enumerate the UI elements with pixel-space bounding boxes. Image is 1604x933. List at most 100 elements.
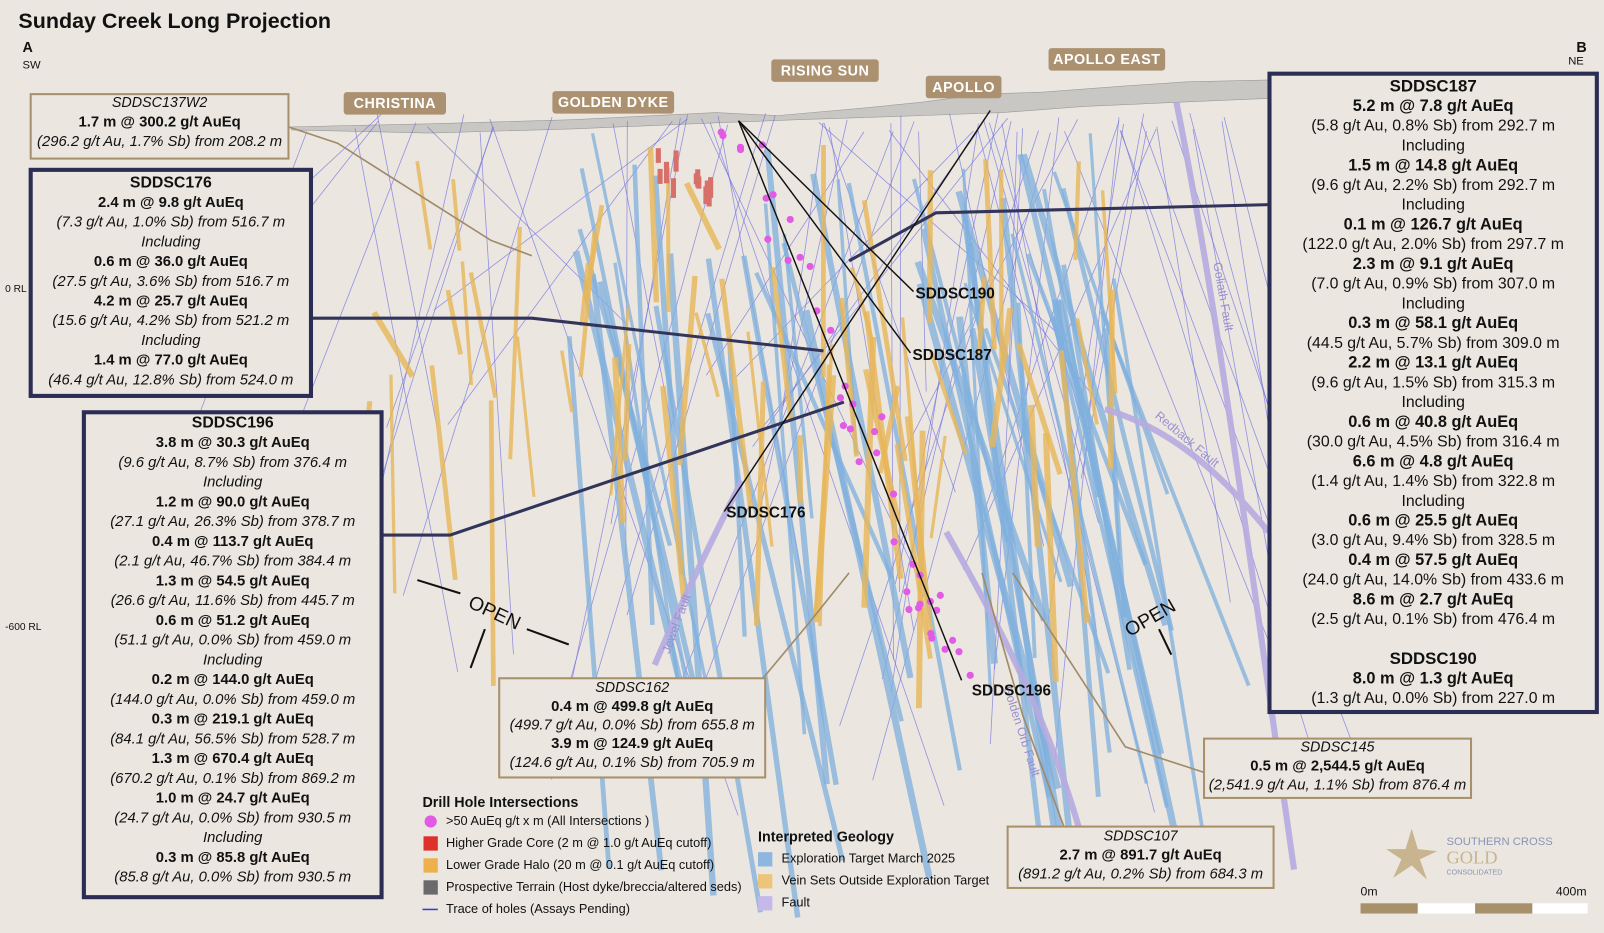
exploration-target xyxy=(705,258,801,918)
callout-detail: (9.6 g/t Au, 1.5% Sb) from 315.3 m xyxy=(1311,374,1555,391)
exploration-target xyxy=(632,164,655,626)
callout-detail: (124.6 g/t Au, 0.1% Sb) from 705.9 m xyxy=(510,755,755,771)
logo-star xyxy=(1386,828,1438,880)
vein-set xyxy=(894,443,933,660)
callout-interval: 2.4 m @ 9.8 g/t AuEq xyxy=(98,195,244,211)
callout-note: Including xyxy=(1401,493,1464,510)
intersection-dot xyxy=(966,671,974,679)
hole-traces xyxy=(723,110,991,681)
prospective-terrain xyxy=(657,168,663,184)
vein-set xyxy=(861,199,908,462)
callout-box xyxy=(498,677,767,779)
prospect-tag xyxy=(771,59,879,82)
intersection-dot xyxy=(905,605,913,614)
fault-redback xyxy=(1103,406,1271,534)
vein-set xyxy=(989,307,1014,448)
callout-interval: 0.1 m @ 126.7 g/t AuEq xyxy=(1344,216,1523,234)
legend-label: Prospective Terrain (Host dyke/breccia/a… xyxy=(446,879,742,894)
vein-set xyxy=(560,350,574,413)
callout-detail: (3.0 g/t Au, 9.4% Sb) from 328.5 m xyxy=(1311,532,1555,549)
vein-set xyxy=(694,312,720,398)
rl-label: -600 RL xyxy=(5,622,42,633)
intersection-dot xyxy=(827,326,835,334)
vein-set xyxy=(1028,404,1041,548)
intersection-dot xyxy=(949,636,957,644)
trace-pending xyxy=(696,121,915,703)
exploration-target xyxy=(1042,188,1100,498)
callout-detail: (15.6 g/t Au, 4.2% Sb) from 521.2 m xyxy=(52,313,289,329)
prospect-tag xyxy=(552,91,675,114)
intersection-dot xyxy=(941,645,949,653)
callout-detail: (1.3 g/t Au, 0.0% Sb) from 227.0 m xyxy=(1311,690,1555,707)
prospective-terrain xyxy=(673,150,679,172)
callout-interval: 6.6 m @ 4.8 g/t AuEq xyxy=(1353,452,1514,470)
vein-set xyxy=(612,356,626,524)
callout-note: Including xyxy=(1401,197,1464,214)
vein-set xyxy=(468,272,498,399)
scale-label: 0m xyxy=(1361,884,1378,898)
prospective-terrain xyxy=(693,173,699,185)
arrow xyxy=(417,579,461,595)
exploration-target xyxy=(1016,302,1037,659)
intersection-dot xyxy=(928,634,936,642)
callout-interval: 1.0 m @ 24.7 g/t AuEq xyxy=(156,791,310,807)
vein-set xyxy=(861,336,877,608)
intersection-dot xyxy=(890,538,898,546)
intersection-dot xyxy=(796,253,804,261)
callout-interval: 1.3 m @ 670.4 g/t AuEq xyxy=(152,751,314,767)
callout-interval: 1.3 m @ 54.5 g/t AuEq xyxy=(156,573,310,589)
prospect-tag xyxy=(925,75,1002,99)
legend-swatch xyxy=(423,858,438,873)
intersection-dot xyxy=(903,588,911,596)
vein-set xyxy=(929,435,947,539)
intersection-dot xyxy=(955,648,963,656)
callout-interval: 0.3 m @ 219.1 g/t AuEq xyxy=(152,712,314,728)
exploration-target xyxy=(666,253,717,896)
vein-set xyxy=(770,267,794,421)
logo-text: GOLD xyxy=(1446,848,1497,868)
callout-note: Including xyxy=(203,830,263,846)
callout-box xyxy=(28,167,314,398)
intersection-dot xyxy=(936,591,944,599)
vein-set xyxy=(460,261,474,386)
exploration-target xyxy=(652,175,686,575)
legend-label: Fault xyxy=(782,895,811,910)
arrow xyxy=(526,628,570,646)
exploration-target xyxy=(782,234,814,519)
prospective-terrain xyxy=(703,186,709,205)
exploration-target xyxy=(810,173,914,679)
legend-swatch xyxy=(758,896,773,911)
callout-detail: (9.6 g/t Au, 8.7% Sb) from 376.4 m xyxy=(118,455,347,471)
callout-interval: 0.3 m @ 85.8 g/t AuEq xyxy=(156,850,310,866)
prospect-label: GOLDEN DYKE xyxy=(558,95,669,111)
trace-pending xyxy=(433,118,688,311)
callout-interval: 2.7 m @ 891.7 g/t AuEq xyxy=(1059,848,1221,864)
exploration-target xyxy=(1020,153,1169,627)
hole-label: SDDSC196 xyxy=(972,683,1051,700)
intersection-dot xyxy=(914,604,923,612)
prospect-label: CHRISTINA xyxy=(354,96,437,112)
exploration-target xyxy=(763,203,807,735)
callout-interval: 0.4 m @ 499.8 g/t AuEq xyxy=(551,699,713,715)
callout-hole: SDDSC196 xyxy=(192,415,274,432)
callout-box xyxy=(1267,71,1599,715)
prospect-tag xyxy=(1048,48,1166,71)
callout-detail: (144.0 g/t Au, 0.0% Sb) from 459.0 m xyxy=(110,692,355,708)
legend-swatch xyxy=(758,852,773,867)
callout-interval: 1.4 m @ 77.0 g/t AuEq xyxy=(94,353,248,369)
legend-swatch xyxy=(758,874,773,889)
scale-seg xyxy=(1360,903,1418,914)
trace xyxy=(738,120,912,354)
intersection-dot xyxy=(806,262,814,270)
section-end-dir: NE xyxy=(1568,55,1584,67)
vein-set xyxy=(488,400,496,686)
legend-swatch xyxy=(423,880,438,895)
intersection-dot xyxy=(855,458,863,466)
prospective-terrain xyxy=(670,178,677,198)
callout-interval: 8.6 m @ 2.7 g/t AuEq xyxy=(1353,591,1514,609)
callout-detail: (84.1 g/t Au, 56.5% Sb) from 528.7 m xyxy=(110,731,355,747)
callout-hole: SDDSC190 xyxy=(1390,649,1477,668)
leader-lines-main xyxy=(310,203,1270,537)
vein-set xyxy=(839,297,860,457)
